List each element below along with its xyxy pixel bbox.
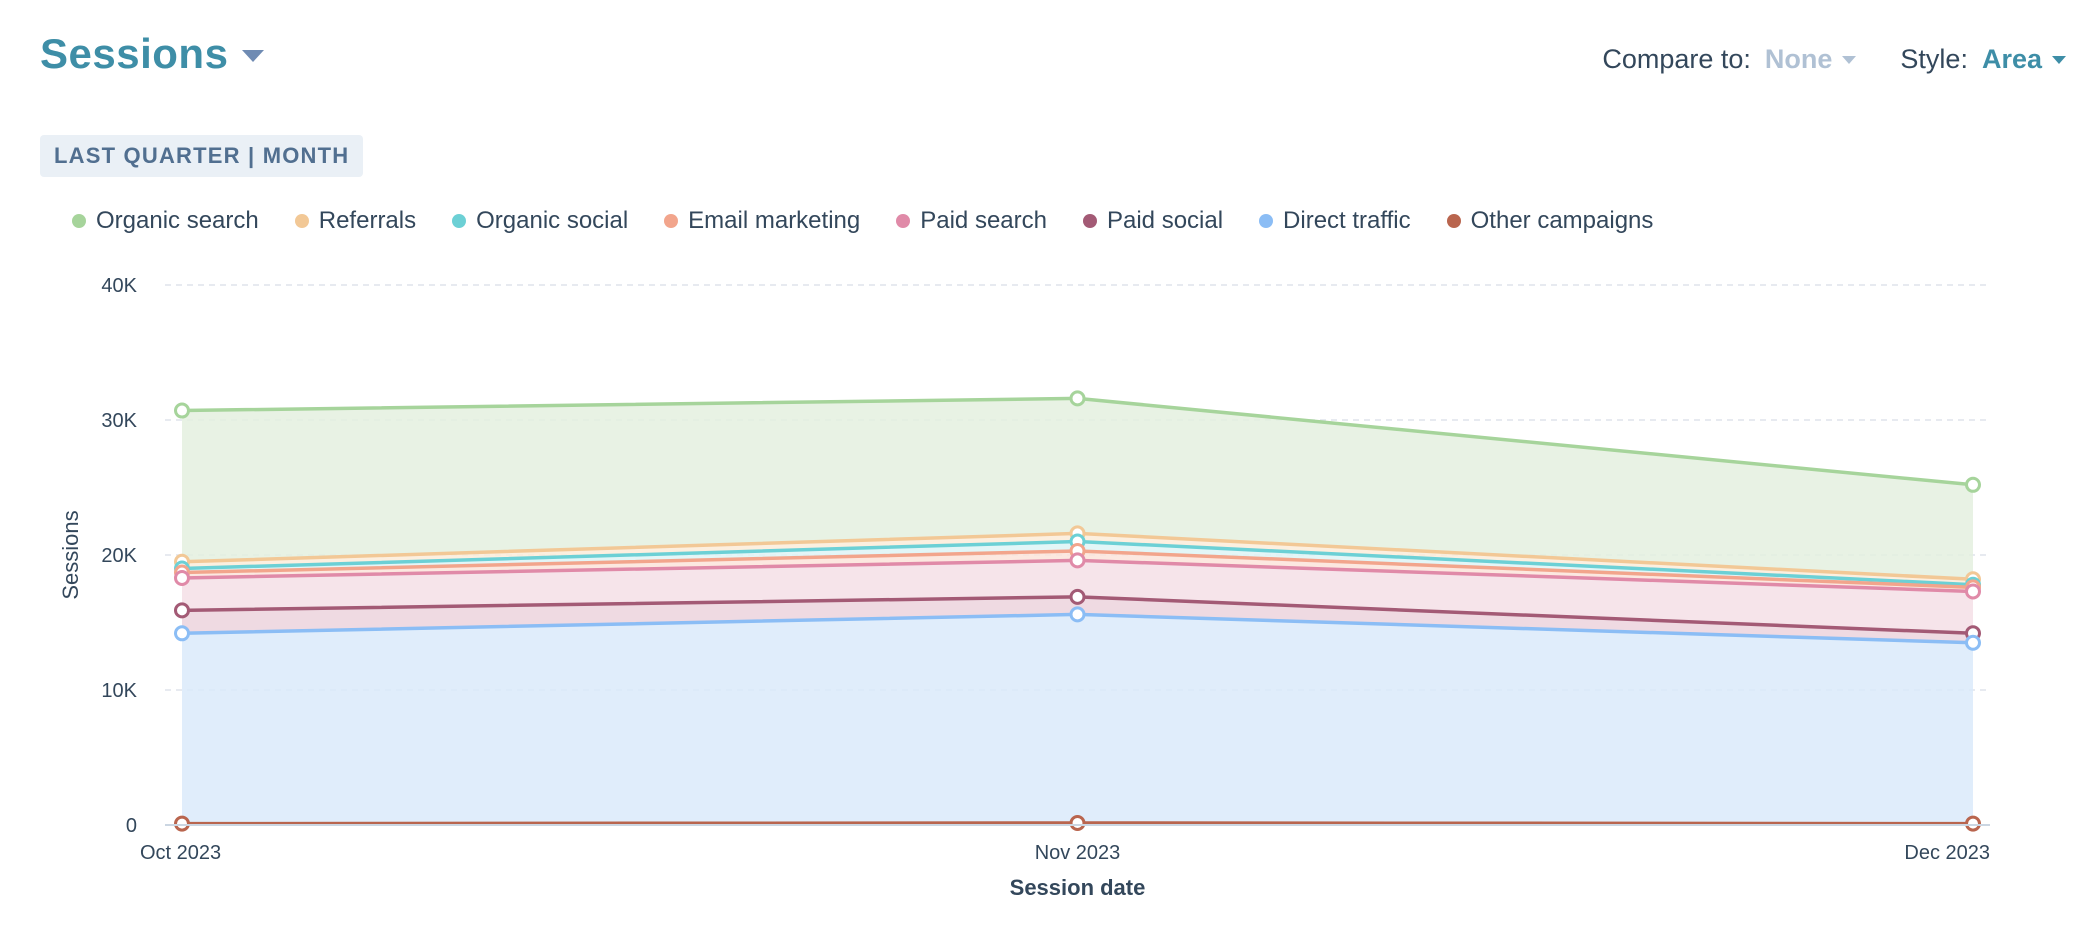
area-paid-social [182,596,1973,643]
legend-item-paid-social[interactable]: Paid social [1082,207,1224,235]
point-organic-search [174,402,190,419]
point-other-campaigns [1069,814,1086,831]
point-direct-traffic [174,625,190,642]
chart-legend: Organic search Referrals Organic social Ema… [72,207,1689,235]
area-organic-search [182,398,1973,580]
point-paid-social [174,602,190,619]
legend-label: Referrals [318,207,417,234]
legend-label: Direct traffic [1283,207,1411,234]
legend-item-organic-search[interactable]: Organic search [72,207,259,235]
legend-dot-icon [72,214,86,228]
y-tick-label: 40K [101,275,137,297]
legend-dot-icon [1446,214,1461,228]
legend-label: Paid search [920,207,1047,234]
style-value: Area [1981,44,2042,74]
point-paid-search [1965,583,1981,600]
x-tick-label: Oct 2023 [140,842,221,864]
legend-dot-icon [1082,214,1097,228]
compare-value: None [1764,44,1833,74]
point-layer [174,390,1981,832]
y-axis-title: Sessions [58,510,83,599]
point-direct-traffic [1965,634,1981,651]
date-range-badge: LAST QUARTER | MONTH [40,135,364,177]
legend-item-other-campaigns[interactable]: Other campaigns [1446,207,1654,235]
point-paid-social [1069,588,1086,605]
sessions-area-chart: 0 10K 20K 30K 40K Oct 2023 Nov 2023 Dec 2023 Ses… [58,275,1990,900]
legend-label: Email marketing [688,207,861,234]
legend-dot-icon [294,214,309,228]
legend-dot-icon [452,214,467,228]
legend-item-direct-traffic[interactable]: Direct traffic [1259,207,1411,235]
sessions-title-dropdown[interactable]: Sessions [40,30,265,78]
page-title: Sessions [40,30,229,77]
legend-item-email-marketing[interactable]: Email marketing [664,207,860,235]
x-tick-label: Nov 2023 [1035,842,1121,864]
style-dropdown[interactable]: Area [1982,44,2066,75]
y-tick-label: 30K [101,410,137,432]
point-paid-search [1069,552,1086,569]
y-tick-label: 10K [101,680,137,702]
legend-label: Organic social [476,207,629,234]
point-other-campaigns [174,815,190,832]
point-organic-search [1965,476,1981,493]
axis-layer: 0 10K 20K 30K 40K Oct 2023 Nov 2023 Dec 2023 Ses… [58,275,1990,900]
point-paid-search [174,569,190,586]
point-organic-search [1069,390,1086,407]
legend-dot-icon [896,214,911,228]
x-tick-label: Dec 2023 [1904,842,1990,864]
legend-label: Paid social [1106,207,1224,234]
legend-label: Other campaigns [1470,207,1654,234]
point-other-campaigns [1965,815,1981,832]
legend-item-organic-social[interactable]: Organic social [452,207,628,235]
chevron-down-icon [2052,55,2066,64]
style-label: Style: [1900,44,1968,74]
y-tick-label: 0 [126,815,137,837]
chart-controls: Compare to: None Style: Area [1602,44,2066,75]
compare-label: Compare to: [1602,44,1751,74]
chevron-down-icon [1842,55,1857,64]
legend-dot-icon [664,214,679,228]
legend-item-referrals[interactable]: Referrals [294,207,417,235]
legend-label: Organic search [96,207,259,234]
x-axis-title: Session date [1010,875,1146,900]
legend-item-paid-search[interactable]: Paid search [896,207,1047,235]
compare-dropdown[interactable]: None [1765,44,1857,75]
y-tick-label: 20K [101,545,137,567]
chevron-down-icon [242,50,265,62]
point-direct-traffic [1069,606,1086,623]
area-direct-traffic [182,614,1973,824]
legend-dot-icon [1259,214,1274,228]
